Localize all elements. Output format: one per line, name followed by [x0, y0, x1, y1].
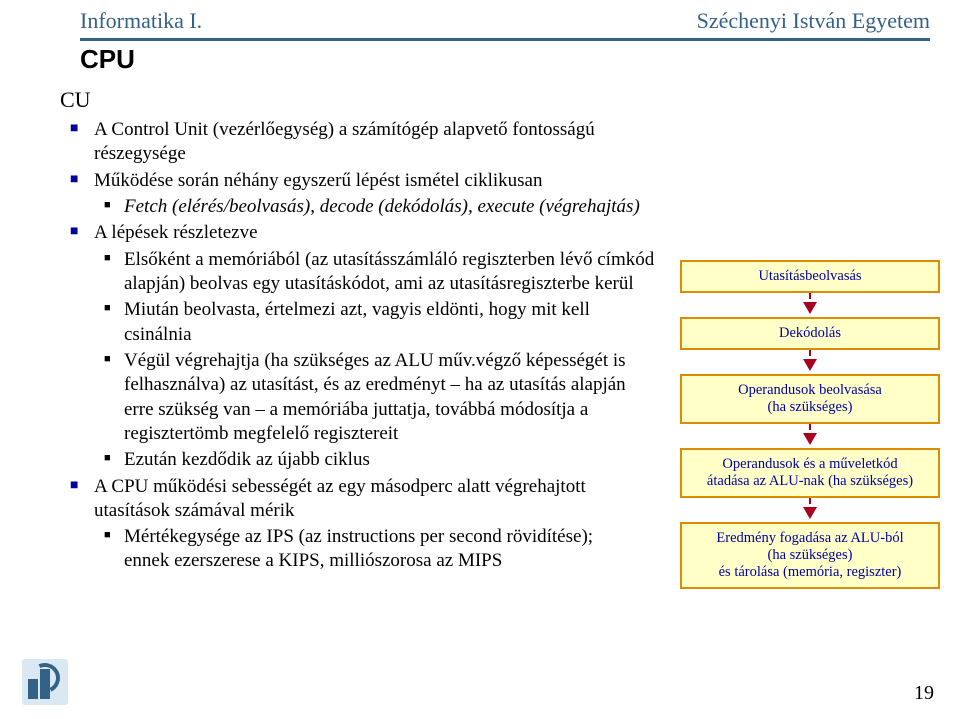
bullet-text: Működése során néhány egyszerű lépést is…: [94, 170, 543, 191]
bullet-text: Végül végrehajtja (ha szükséges az ALU m…: [124, 350, 626, 444]
arrow-icon: [809, 350, 811, 356]
flow-box: Utasításbeolvasás: [680, 260, 940, 293]
bullet-text: Mértékegysége az IPS (az instructions pe…: [124, 526, 593, 571]
flow-box: Dekódolás: [680, 317, 940, 350]
bullet-text: A Control Unit (vezérlőegység) a számító…: [94, 119, 595, 164]
list-item: Fetch (elérés/beolvasás), decode (dekódo…: [94, 195, 660, 219]
slide-header: Informatika I. Széchenyi István Egyetem: [80, 8, 930, 34]
list-item: Ezután kezdődik az újabb ciklus: [94, 448, 654, 472]
bullet-text: Ezután kezdődik az újabb ciklus: [124, 449, 370, 470]
arrow-icon: [803, 359, 817, 371]
section-title: CPU: [80, 44, 135, 75]
bullet-text: A CPU működési sebességét az egy másodpe…: [94, 476, 586, 521]
arrow-icon: [803, 302, 817, 314]
list-item: A lépések részletezve Elsőként a memóriá…: [60, 221, 660, 472]
list-item: A CPU működési sebességét az egy másodpe…: [60, 475, 620, 574]
header-left: Informatika I.: [80, 8, 202, 34]
header-underline: [80, 38, 930, 41]
flow-box: Operandusok beolvasása(ha szükséges): [680, 374, 940, 424]
bullet-list-lvl1: A Control Unit (vezérlőegység) a számító…: [60, 118, 660, 574]
bullet-text: Miután beolvasta, értelmezi azt, vagyis …: [124, 299, 590, 344]
list-item: Mértékegysége az IPS (az instructions pe…: [94, 525, 620, 574]
bullet-text: Elsőként a memóriából (az utasításszámlá…: [124, 249, 654, 294]
page-number: 19: [914, 682, 934, 705]
list-item: Miután beolvasta, értelmezi azt, vagyis …: [94, 298, 654, 347]
list-item: Működése során néhány egyszerű lépést is…: [60, 169, 660, 220]
flowchart: Utasításbeolvasás Dekódolás Operandusok …: [680, 260, 940, 589]
arrow-icon: [809, 293, 811, 299]
list-item: A Control Unit (vezérlőegység) a számító…: [60, 118, 660, 167]
list-item: Elsőként a memóriából (az utasításszámlá…: [94, 248, 660, 297]
subheading: CU: [60, 86, 660, 114]
flow-box: Eredmény fogadása az ALU-ból(ha szüksége…: [680, 522, 940, 589]
arrow-icon: [803, 507, 817, 519]
arrow-icon: [809, 498, 811, 504]
header-right: Széchenyi István Egyetem: [697, 8, 930, 34]
list-item: Végül végrehajtja (ha szükséges az ALU m…: [94, 349, 654, 446]
arrow-icon: [809, 424, 811, 430]
arrow-icon: [803, 433, 817, 445]
bullet-text: Fetch (elérés/beolvasás), decode (dekódo…: [124, 196, 640, 217]
university-logo-icon: [22, 659, 68, 705]
bullet-text: A lépések részletezve: [94, 222, 258, 243]
flow-box: Operandusok és a műveletkódátadása az AL…: [680, 448, 940, 498]
content-area: CU A Control Unit (vezérlőegység) a szám…: [60, 86, 660, 576]
